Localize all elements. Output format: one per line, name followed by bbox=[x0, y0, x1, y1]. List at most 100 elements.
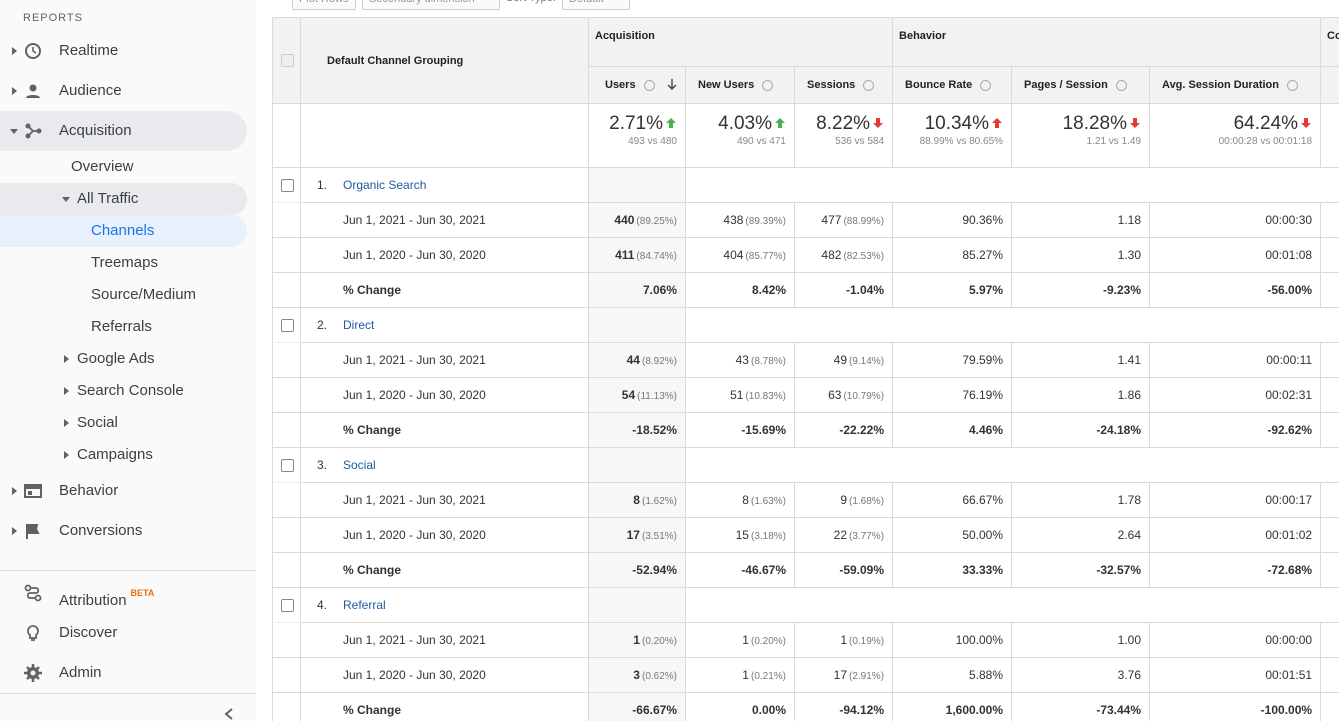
nav-item[interactable]: Attribution BETA bbox=[59, 583, 154, 611]
nav-item[interactable]: All Traffic bbox=[77, 189, 138, 209]
row-select-cell bbox=[272, 202, 301, 238]
nav-item[interactable]: Treemaps bbox=[91, 253, 158, 273]
nav-icon bbox=[26, 524, 40, 539]
column-title: Pages / Session bbox=[1024, 79, 1108, 91]
metric-cell: 00:01:08 bbox=[1149, 237, 1322, 273]
collapse-button[interactable] bbox=[222, 707, 236, 721]
metric-value: 1,600.00% bbox=[945, 703, 1004, 717]
metric-value: -59.09% bbox=[839, 563, 885, 577]
channel-link[interactable]: Social bbox=[343, 458, 376, 472]
empty-cell bbox=[684, 447, 1339, 483]
line-label: Jun 1, 2020 - Jun 30, 2020 bbox=[300, 517, 589, 553]
change-value: 2.71% bbox=[609, 113, 663, 134]
metric-value: 85.27% bbox=[962, 248, 1004, 262]
metric-cell: 33.33% bbox=[892, 552, 1013, 588]
secondary-dimension-select[interactable]: Secondary dimension bbox=[362, 0, 500, 10]
row-checkbox[interactable] bbox=[281, 179, 294, 193]
nav-item[interactable]: Behavior bbox=[59, 481, 118, 501]
channel-cell: 3. Social bbox=[300, 447, 589, 483]
metric-cell: 00:00:17 bbox=[1149, 482, 1322, 518]
plot-rows-button[interactable]: Plot Rows bbox=[292, 0, 356, 10]
select-all-checkbox[interactable] bbox=[281, 54, 294, 67]
metric-share: (8.78%) bbox=[750, 356, 786, 367]
metric-value: 8.42% bbox=[751, 283, 786, 297]
row-checkbox[interactable] bbox=[281, 319, 294, 333]
row-checkbox[interactable] bbox=[281, 599, 294, 613]
nav-item[interactable]: Overview bbox=[71, 157, 134, 177]
metric-cell: -52.94% bbox=[588, 552, 686, 588]
metric-value: 1 bbox=[633, 633, 640, 647]
nav-item[interactable]: Google Ads bbox=[77, 349, 155, 369]
metric-row: % Change -52.94% -46.67% -59.09% 33.33% -32.5… bbox=[272, 552, 1339, 588]
metric-cell: -94.12% bbox=[793, 692, 894, 721]
channel-row: 4. Referral bbox=[272, 587, 1339, 623]
metric-cell: 17 (3.51%) bbox=[588, 517, 686, 553]
summary-cell bbox=[272, 103, 301, 168]
metric-value: -1.04% bbox=[846, 283, 885, 297]
metric-cell: 440 (89.25%) bbox=[588, 202, 686, 238]
nav-item[interactable]: Discover bbox=[59, 623, 117, 643]
line-label: Jun 1, 2020 - Jun 30, 2020 bbox=[300, 377, 589, 413]
metric-cell: 1.00 bbox=[1011, 622, 1151, 658]
metric-cell: 9 (1.68%) bbox=[793, 482, 894, 518]
metric-row: % Change -18.52% -15.69% -22.22% 4.46% -24.18… bbox=[272, 412, 1339, 448]
dimension-header: Default Channel Grouping bbox=[300, 17, 589, 104]
metric-cell: 3.76 bbox=[1011, 657, 1151, 693]
metric-cell: 00:01:51 bbox=[1149, 657, 1322, 693]
metric-value: 1.86 bbox=[1117, 388, 1142, 402]
metric-share: (82.53%) bbox=[843, 251, 885, 262]
column-title: Bounce Rate bbox=[905, 79, 973, 91]
channel-link[interactable]: Referral bbox=[343, 598, 386, 612]
metric-cell bbox=[1320, 622, 1339, 658]
column-header[interactable]: New Users bbox=[685, 66, 795, 104]
column-header[interactable]: Avg. Session Duration bbox=[1149, 66, 1322, 104]
column-header[interactable]: Users bbox=[588, 66, 686, 104]
metric-value: 22 bbox=[833, 528, 848, 542]
metric-cell: 438 (89.39%) bbox=[685, 202, 795, 238]
nav-item[interactable]: Audience bbox=[59, 81, 122, 101]
metric-share: (2.91%) bbox=[849, 671, 885, 682]
metric-cell: 43 (8.78%) bbox=[685, 342, 795, 378]
summary-cell: 8.22% 536 vs 584 bbox=[793, 103, 894, 168]
nav-item[interactable]: Admin bbox=[59, 663, 102, 683]
column-header[interactable]: Bounce Rate bbox=[892, 66, 1013, 104]
row-select-cell bbox=[272, 307, 301, 343]
nav-item[interactable]: Channels bbox=[91, 221, 154, 241]
nav-item[interactable]: Source/Medium bbox=[91, 285, 196, 305]
metric-cell: -92.62% bbox=[1149, 412, 1322, 448]
sort-type-select[interactable]: Default bbox=[562, 0, 630, 10]
metric-cell: 8 (1.63%) bbox=[685, 482, 795, 518]
nav-item[interactable]: Campaigns bbox=[77, 445, 153, 465]
metric-value: 50.00% bbox=[962, 528, 1004, 542]
metric-cell: 0.00% bbox=[685, 692, 795, 721]
nav-item[interactable]: Realtime bbox=[59, 41, 118, 61]
caret bbox=[64, 451, 69, 459]
channel-link[interactable]: Organic Search bbox=[343, 178, 427, 192]
metric-value: -66.67% bbox=[632, 703, 677, 717]
header-group-row: Default Channel Grouping Acquisition Behav… bbox=[272, 17, 1339, 104]
nav-label: Behavior bbox=[59, 482, 119, 499]
metric-share: (89.25%) bbox=[636, 216, 677, 227]
nav-item[interactable]: Conversions bbox=[59, 521, 142, 541]
metric-value: 33.33% bbox=[962, 563, 1004, 577]
nav-item[interactable]: Search Console bbox=[77, 381, 184, 401]
metric-share: (1.68%) bbox=[849, 496, 885, 507]
nav-item[interactable]: Social bbox=[77, 413, 118, 433]
metric-value: 8 bbox=[742, 493, 749, 507]
column-header bbox=[1320, 66, 1339, 104]
metric-cell bbox=[1320, 552, 1339, 588]
nav-item[interactable]: Acquisition bbox=[59, 121, 132, 141]
column-header[interactable]: Pages / Session bbox=[1011, 66, 1151, 104]
metric-cell: 51 (10.83%) bbox=[685, 377, 795, 413]
nav-item[interactable]: Referrals bbox=[91, 317, 152, 337]
channel-link[interactable]: Direct bbox=[343, 318, 375, 332]
column-header[interactable]: Sessions bbox=[793, 66, 894, 104]
nav-label: Realtime bbox=[59, 42, 119, 59]
help-icon bbox=[980, 79, 992, 91]
line-label: Jun 1, 2020 - Jun 30, 2020 bbox=[300, 237, 589, 273]
metric-value: 17 bbox=[626, 528, 640, 542]
row-checkbox[interactable] bbox=[281, 459, 294, 473]
line-label: Jun 1, 2020 - Jun 30, 2020 bbox=[300, 657, 589, 693]
metric-value: 00:00:00 bbox=[1265, 633, 1313, 647]
metric-value: 1 bbox=[742, 633, 749, 647]
